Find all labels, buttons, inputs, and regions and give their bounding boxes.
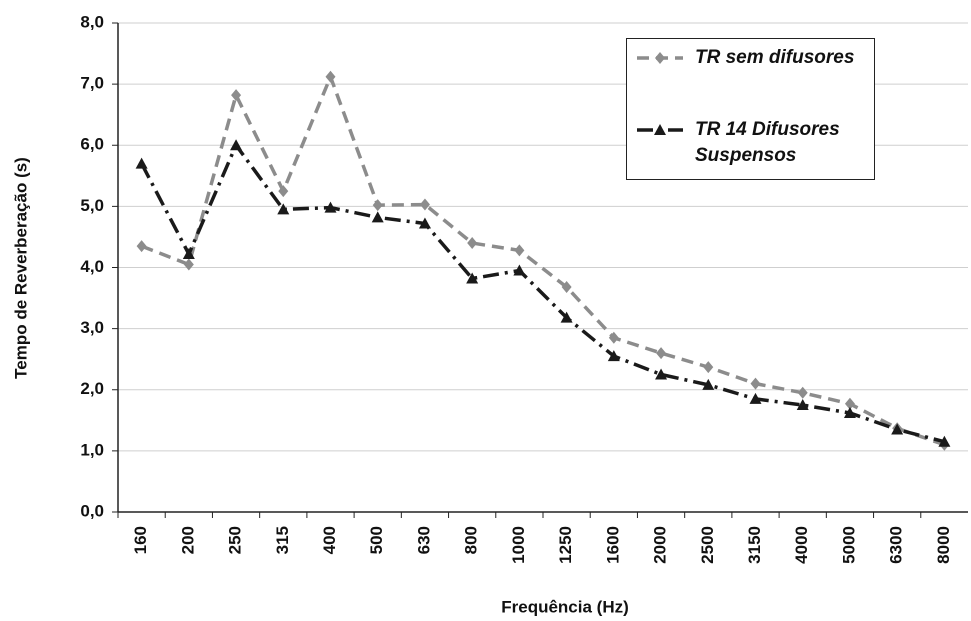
point	[702, 378, 715, 390]
point	[843, 406, 856, 418]
x-tick-label: 250	[226, 526, 245, 554]
point	[513, 264, 526, 276]
x-tick-label: 8000	[934, 526, 953, 564]
x-tick-label: 1600	[603, 526, 622, 564]
legend-swatch	[637, 124, 683, 135]
point	[514, 244, 525, 257]
y-tick-label: 3,0	[80, 318, 104, 337]
point	[560, 311, 573, 323]
x-tick-label: 160	[131, 526, 150, 554]
x-tick-label: 2000	[651, 526, 670, 564]
point	[749, 392, 762, 404]
point	[891, 423, 904, 435]
y-tick-label: 5,0	[80, 196, 104, 215]
point	[372, 199, 383, 212]
y-tick-label: 0,0	[80, 501, 104, 520]
point	[467, 237, 478, 250]
x-axis-title: Frequência (Hz)	[501, 597, 629, 616]
y-tick-label: 6,0	[80, 135, 104, 154]
point	[561, 281, 572, 294]
legend-label: TR sem difusores	[695, 47, 855, 68]
point	[750, 377, 761, 390]
point	[654, 124, 666, 135]
point	[183, 258, 194, 271]
x-tick-label: 1250	[556, 526, 575, 564]
point	[278, 185, 289, 198]
point	[371, 211, 384, 223]
series-line	[140, 71, 945, 447]
series-line	[140, 141, 945, 444]
point	[466, 272, 479, 284]
x-tick-label: 315	[273, 526, 292, 554]
point	[703, 361, 714, 374]
point	[182, 248, 195, 260]
y-tick-label: 8,0	[80, 12, 104, 31]
point	[136, 240, 147, 253]
x-tick-label: 4000	[792, 526, 811, 564]
y-tick-label: 7,0	[80, 74, 104, 93]
point	[231, 89, 242, 102]
legend: TR sem difusores TR 14 Difusores Suspenso…	[626, 38, 875, 180]
legend-label: TR 14 Difusores Suspensos	[695, 119, 840, 166]
point	[656, 347, 667, 360]
point	[325, 70, 336, 83]
point	[655, 52, 665, 64]
legend-item: TR 14 Difusores Suspensos	[635, 117, 865, 169]
y-tick-label: 2,0	[80, 379, 104, 398]
point	[419, 198, 430, 211]
point	[608, 331, 619, 344]
x-tick-label: 630	[414, 526, 433, 554]
point	[607, 350, 620, 362]
x-tick-label: 2500	[698, 526, 717, 564]
point	[230, 139, 243, 151]
y-tick-label: 1,0	[80, 440, 104, 459]
point	[796, 399, 809, 411]
point	[324, 201, 337, 213]
x-tick-label: 5000	[839, 526, 858, 564]
x-tick-label: 800	[462, 526, 481, 554]
point	[655, 368, 668, 380]
x-tick-label: 400	[320, 526, 339, 554]
point	[277, 203, 290, 215]
x-tick-label: 1000	[509, 526, 528, 564]
point	[418, 217, 431, 229]
legend-item: TR sem difusores	[635, 45, 865, 71]
x-tick-label: 6300	[887, 526, 906, 564]
y-axis-title: Tempo de Reverberação (s)	[11, 157, 30, 379]
x-tick-label: 3150	[745, 526, 764, 564]
x-tick-label: 200	[178, 526, 197, 554]
point	[938, 435, 951, 447]
point	[797, 386, 808, 399]
y-tick-label: 4,0	[80, 257, 104, 276]
point	[135, 157, 148, 169]
point	[844, 397, 855, 410]
legend-swatch	[637, 52, 683, 64]
x-tick-label: 500	[367, 526, 386, 554]
